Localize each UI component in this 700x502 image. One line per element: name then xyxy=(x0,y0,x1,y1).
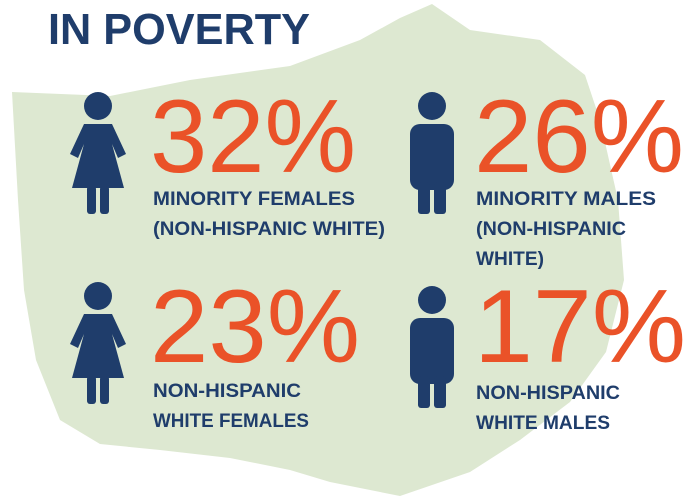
stat-label: WHITE) xyxy=(476,249,544,270)
male-icon xyxy=(410,92,454,214)
stat-label: WHITE FEMALES xyxy=(153,411,309,432)
female-icon xyxy=(70,92,126,214)
title: IN POVERTY xyxy=(48,5,310,54)
stat-label: (NON-HISPANIC WHITE) xyxy=(153,219,385,240)
stat-label: MINORITY FEMALES xyxy=(153,189,355,210)
stat-label: NON-HISPANIC xyxy=(153,381,301,402)
stat-value: 23% xyxy=(150,269,360,385)
male-icon xyxy=(410,286,454,408)
stat-label: (NON-HISPANIC xyxy=(476,219,626,240)
state-map xyxy=(12,4,624,496)
stat-value: 32% xyxy=(150,79,356,195)
female-icon xyxy=(70,282,126,404)
stat-value: 26% xyxy=(474,79,684,195)
stat-value: 17% xyxy=(474,269,686,385)
stat-label: NON-HISPANIC xyxy=(476,383,620,404)
stat-label: MINORITY MALES xyxy=(476,189,656,210)
stat-label: WHITE MALES xyxy=(476,413,610,434)
